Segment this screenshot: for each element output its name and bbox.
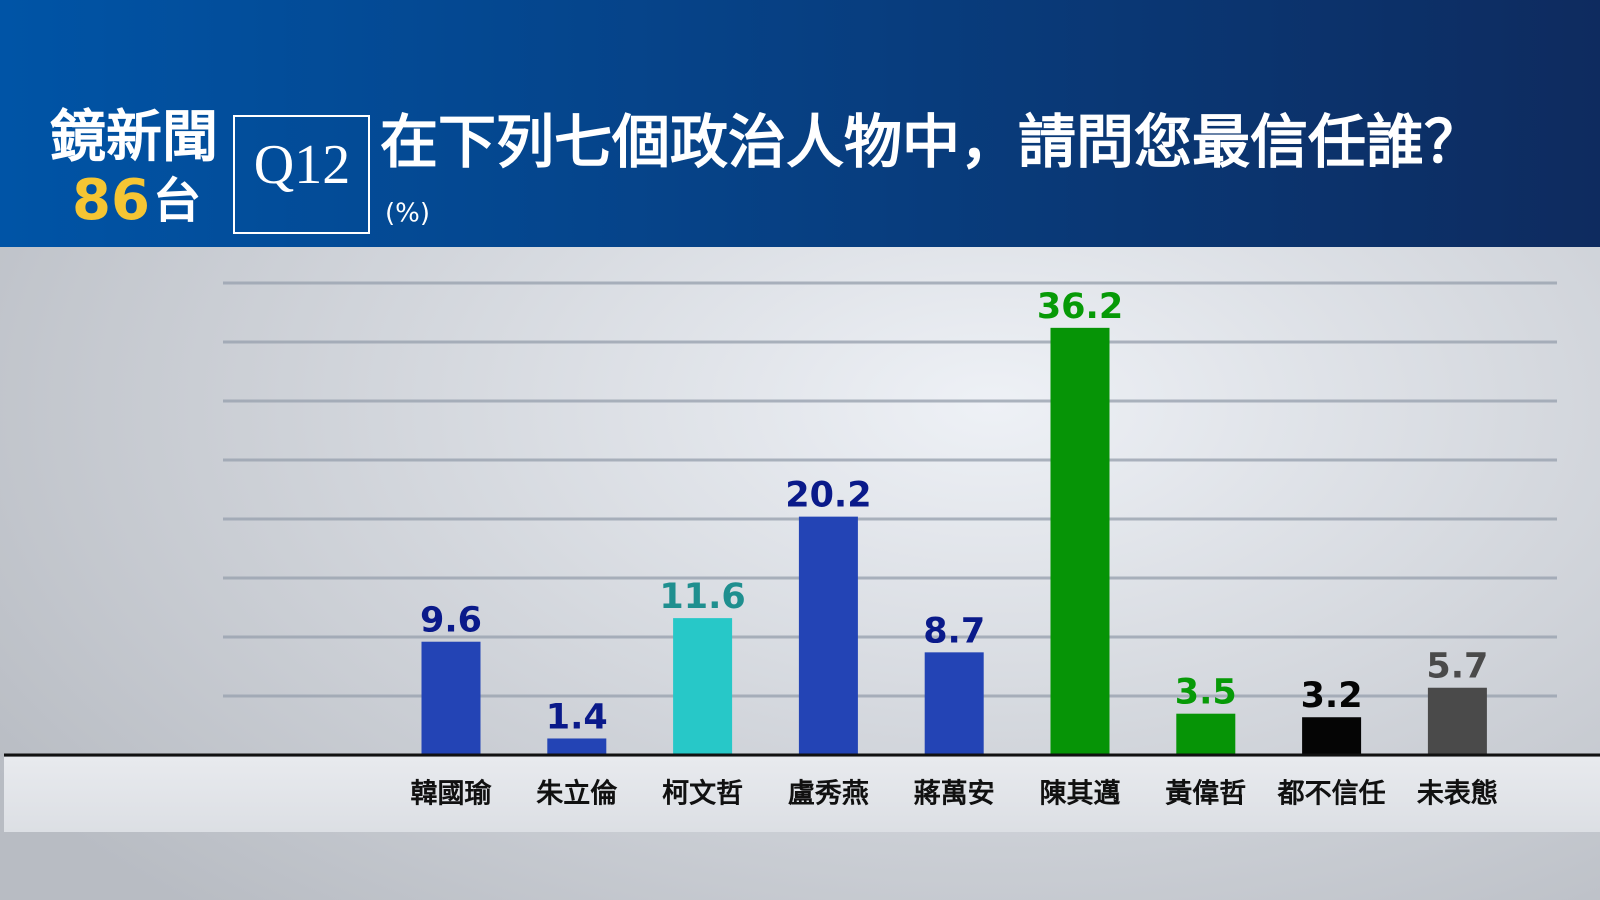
- header: [0, 0, 1600, 247]
- x-tick-label: 盧秀燕: [788, 779, 869, 810]
- value-label: 9.6: [420, 601, 482, 641]
- value-label: 8.7: [923, 611, 985, 651]
- value-label: 1.4: [546, 697, 608, 737]
- bar: [421, 641, 481, 755]
- question-box: [233, 115, 370, 234]
- bar: [924, 652, 984, 755]
- logo-number: 86: [72, 168, 150, 233]
- x-tick-label: 未表態: [1417, 778, 1498, 810]
- value-label: 3.5: [1175, 673, 1237, 713]
- bar: [798, 516, 858, 755]
- bar: [1302, 717, 1362, 755]
- x-tick-label: 柯文哲: [662, 778, 743, 810]
- value-label: 5.7: [1426, 647, 1488, 687]
- chart-subtitle: (%): [385, 199, 430, 229]
- x-tick-label: 陳其邁: [1040, 779, 1121, 810]
- value-label: 11.6: [659, 577, 745, 617]
- bar: [1176, 713, 1236, 755]
- question-number: Q12: [254, 134, 350, 196]
- chart-title: 在下列七個政治人物中，請問您最信任誰？: [380, 108, 1482, 176]
- bar: [1427, 687, 1487, 755]
- x-tick-label: 黃偉哲: [1165, 778, 1246, 810]
- x-tick-label: 朱立倫: [536, 778, 618, 810]
- value-label: 36.2: [1037, 287, 1123, 327]
- x-tick-label: 蔣萬安: [914, 779, 995, 810]
- logo-suffix: 台: [153, 173, 201, 229]
- bar: [1050, 327, 1110, 755]
- bar: [673, 618, 733, 755]
- x-tick-label: 韓國瑜: [411, 778, 493, 810]
- value-label: 20.2: [785, 476, 871, 516]
- logo-name: 鏡新聞: [50, 105, 218, 170]
- x-tick-label: 都不信任: [1277, 779, 1386, 810]
- value-label: 3.2: [1301, 676, 1363, 716]
- category-band: [4, 757, 1600, 832]
- bar: [547, 738, 607, 755]
